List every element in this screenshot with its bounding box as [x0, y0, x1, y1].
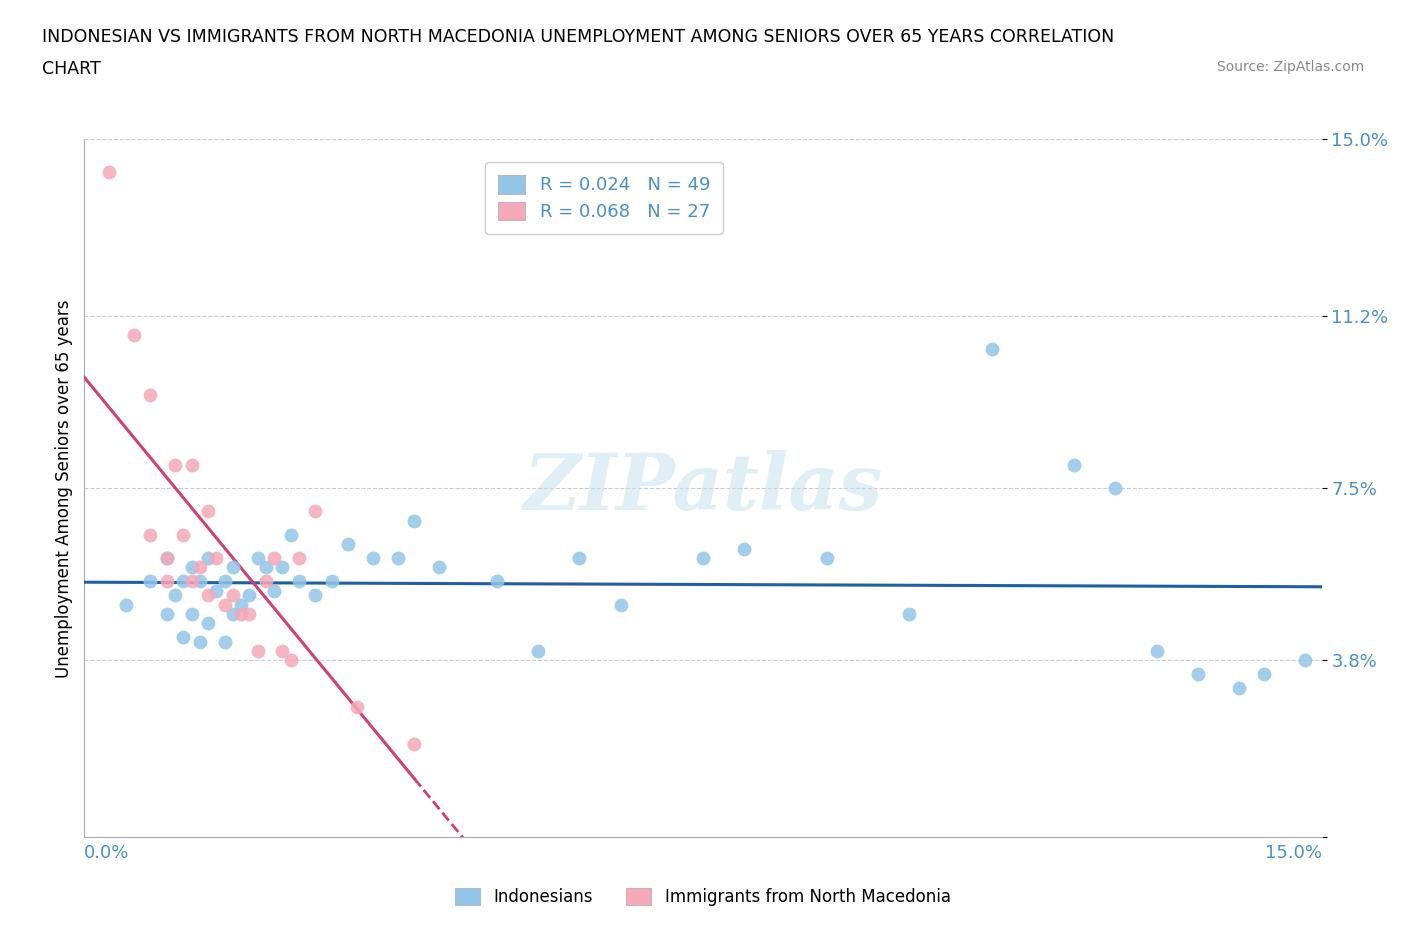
- Point: [205, 551, 228, 565]
- Text: CHART: CHART: [42, 60, 101, 78]
- Point: [1063, 458, 1085, 472]
- Point: [1253, 667, 1275, 682]
- Point: [288, 574, 311, 589]
- Point: [609, 597, 631, 612]
- Point: [188, 634, 211, 649]
- Point: [172, 574, 194, 589]
- Point: [404, 737, 426, 751]
- Point: [122, 327, 145, 342]
- Point: [156, 551, 179, 565]
- Point: [156, 551, 179, 565]
- Point: [188, 560, 211, 575]
- Point: [387, 551, 409, 565]
- Point: [692, 551, 714, 565]
- Point: [165, 588, 187, 603]
- Point: [156, 574, 179, 589]
- Point: [172, 527, 194, 542]
- Point: [238, 606, 260, 621]
- Point: [246, 551, 269, 565]
- Point: [214, 597, 236, 612]
- Point: [304, 588, 326, 603]
- Point: [733, 541, 755, 556]
- Point: [263, 551, 285, 565]
- Point: [280, 527, 302, 542]
- Point: [254, 560, 277, 575]
- Point: [188, 574, 211, 589]
- Point: [214, 634, 236, 649]
- Point: [222, 588, 245, 603]
- Point: [898, 606, 921, 621]
- Point: [527, 644, 550, 658]
- Point: [180, 574, 202, 589]
- Point: [254, 574, 277, 589]
- Point: [156, 606, 179, 621]
- Point: [337, 537, 360, 551]
- Point: [172, 630, 194, 644]
- Point: [288, 551, 311, 565]
- Point: [180, 606, 202, 621]
- Text: INDONESIAN VS IMMIGRANTS FROM NORTH MACEDONIA UNEMPLOYMENT AMONG SENIORS OVER 65: INDONESIAN VS IMMIGRANTS FROM NORTH MACE…: [42, 28, 1115, 46]
- Point: [980, 341, 1002, 356]
- Point: [229, 606, 252, 621]
- Point: [427, 560, 450, 575]
- Point: [197, 616, 219, 631]
- Point: [263, 583, 285, 598]
- Point: [485, 574, 508, 589]
- Point: [222, 606, 245, 621]
- Text: ZIPatlas: ZIPatlas: [523, 450, 883, 526]
- Point: [165, 458, 187, 472]
- Point: [205, 583, 228, 598]
- Point: [1187, 667, 1209, 682]
- Point: [238, 588, 260, 603]
- Point: [280, 653, 302, 668]
- Point: [361, 551, 384, 565]
- Point: [197, 588, 219, 603]
- Legend: Indonesians, Immigrants from North Macedonia: Indonesians, Immigrants from North Maced…: [449, 881, 957, 912]
- Point: [180, 458, 202, 472]
- Point: [568, 551, 591, 565]
- Point: [139, 574, 162, 589]
- Point: [222, 560, 245, 575]
- Point: [404, 513, 426, 528]
- Point: [1294, 653, 1316, 668]
- Point: [180, 560, 202, 575]
- Point: [304, 504, 326, 519]
- Point: [214, 574, 236, 589]
- Point: [815, 551, 838, 565]
- Point: [1146, 644, 1168, 658]
- Point: [98, 165, 121, 179]
- Point: [139, 527, 162, 542]
- Legend: R = 0.024   N = 49, R = 0.068   N = 27: R = 0.024 N = 49, R = 0.068 N = 27: [485, 163, 723, 233]
- Point: [139, 388, 162, 403]
- Point: [346, 699, 368, 714]
- Point: [229, 597, 252, 612]
- Point: [1227, 681, 1250, 696]
- Point: [271, 560, 294, 575]
- Point: [197, 551, 219, 565]
- Point: [197, 504, 219, 519]
- Text: 0.0%: 0.0%: [84, 844, 129, 862]
- Point: [1104, 481, 1126, 496]
- Point: [114, 597, 136, 612]
- Point: [246, 644, 269, 658]
- Y-axis label: Unemployment Among Seniors over 65 years: Unemployment Among Seniors over 65 years: [55, 299, 73, 677]
- Text: 15.0%: 15.0%: [1264, 844, 1322, 862]
- Text: Source: ZipAtlas.com: Source: ZipAtlas.com: [1216, 60, 1364, 74]
- Point: [321, 574, 343, 589]
- Point: [271, 644, 294, 658]
